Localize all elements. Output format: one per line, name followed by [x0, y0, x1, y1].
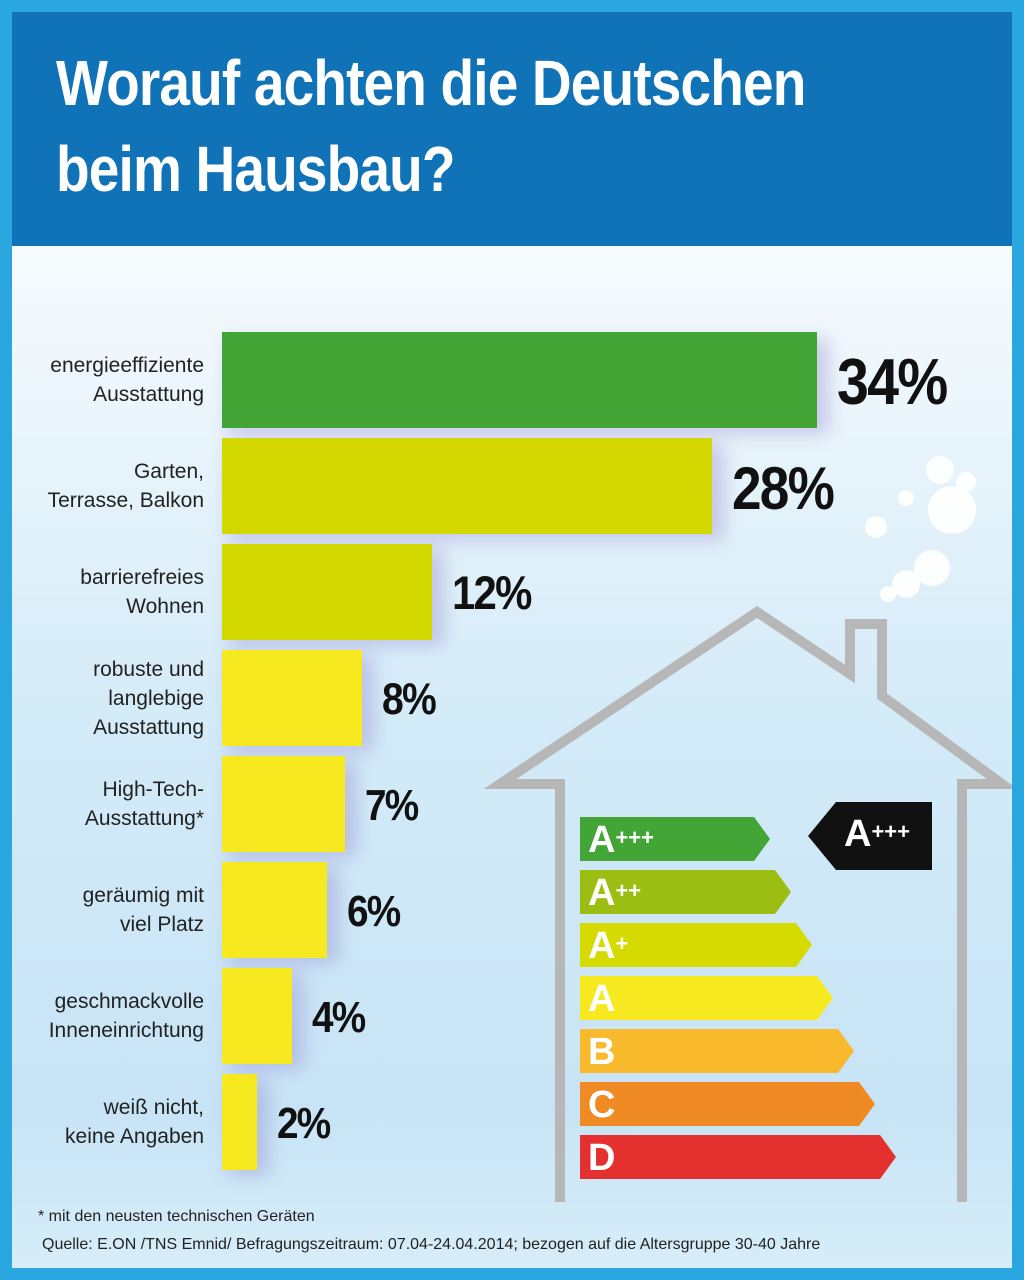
smoke-icon	[865, 456, 976, 602]
category-label-line: robuste und	[93, 657, 204, 681]
energy-class-shape	[580, 1082, 875, 1126]
energy-class-letter: C	[588, 1084, 616, 1126]
energy-class-label: A	[588, 979, 615, 1019]
energy-class-sup: +	[615, 931, 629, 956]
data-label: 7%	[365, 781, 419, 830]
energy-class-label: A+	[588, 926, 628, 966]
category-label: Garten, Terrasse, Balkon	[12, 457, 204, 515]
bar	[222, 756, 345, 852]
badge-class-label: A+++	[844, 814, 910, 854]
category-label: geschmackvolle Inneneinrichtung	[12, 987, 204, 1045]
energy-class-shape	[580, 976, 833, 1020]
bar	[222, 438, 712, 534]
energy-class-letter: B	[588, 1031, 616, 1073]
category-label-line: barrierefreies	[80, 566, 204, 589]
category-label-line: Terrasse, Balkon	[47, 489, 204, 512]
category-label-line: viel Platz	[119, 913, 204, 936]
category-label-line: Inneneinrichtung	[48, 1019, 204, 1042]
badge-letter: A	[844, 813, 872, 855]
energy-class-arrow	[580, 1082, 875, 1126]
data-label: 28%	[732, 453, 835, 522]
energy-class-arrow	[580, 923, 812, 967]
energy-class-letter: A	[588, 872, 616, 914]
category-label-line: geräumig mit	[82, 884, 204, 907]
energy-class-shape	[580, 1135, 896, 1179]
energy-class-shape	[580, 1029, 854, 1073]
house-illustration	[228, 338, 1012, 1202]
category-label-line: Ausstattung*	[84, 807, 204, 830]
category-label-line: weiß nicht,	[103, 1096, 204, 1119]
category-label-line: langlebige	[108, 686, 204, 710]
category-label: weiß nicht, keine Angaben	[12, 1093, 204, 1151]
bar	[222, 1074, 257, 1170]
data-label: 34%	[837, 345, 948, 419]
energy-class-sup: ++	[615, 878, 642, 903]
category-label-line: Garten,	[133, 460, 204, 483]
category-label-line: Wohnen	[126, 595, 204, 618]
data-label: 8%	[382, 674, 437, 724]
energy-class-arrow	[580, 817, 770, 861]
category-label-line: keine Angaben	[65, 1125, 204, 1148]
energy-badge	[808, 802, 932, 870]
source-note: Quelle: E.ON /TNS Emnid/ Befragungszeitr…	[42, 1236, 821, 1253]
energy-class-letter: A	[588, 978, 616, 1020]
bar	[222, 332, 817, 428]
bar	[222, 650, 362, 746]
energy-class-arrow	[580, 1029, 854, 1073]
bar	[222, 544, 432, 640]
energy-class-label: D	[588, 1138, 615, 1178]
energy-class-arrow	[580, 976, 833, 1020]
bar	[222, 968, 292, 1064]
header-banner: Worauf achten die Deutschen beim Hausbau…	[12, 12, 1012, 246]
energy-class-sup: +++	[615, 825, 654, 850]
badge-arrow-shape	[808, 802, 932, 870]
category-label: High-Tech- Ausstattung*	[12, 775, 204, 833]
energy-class-label: B	[588, 1032, 615, 1072]
energy-class-shape	[580, 817, 770, 861]
title-line-1: Worauf achten die Deutschen	[56, 47, 806, 119]
category-label-line: Ausstattung	[93, 715, 204, 739]
energy-class-letter: D	[588, 1137, 616, 1179]
data-label: 2%	[277, 1099, 331, 1148]
energy-class-label: A+++	[588, 820, 654, 860]
house-outline-icon	[483, 605, 1012, 1202]
energy-class-shape	[580, 923, 812, 967]
category-label: energieeffiziente Ausstattung	[12, 351, 204, 409]
data-label: 12%	[452, 567, 532, 621]
badge-sup: +++	[871, 819, 910, 844]
data-label: 4%	[312, 993, 366, 1042]
energy-class-shape	[580, 870, 791, 914]
energy-class-label: C	[588, 1085, 615, 1125]
energy-class-arrow	[580, 1135, 896, 1179]
category-label-line: energieeffiziente	[50, 354, 204, 377]
category-label: barrierefreies Wohnen	[12, 563, 204, 621]
data-label: 6%	[347, 887, 401, 936]
page-title: Worauf achten die Deutschen beim Hausbau…	[56, 40, 864, 212]
energy-class-label: A++	[588, 873, 641, 913]
footnote: * mit den neusten technischen Geräten	[38, 1208, 315, 1225]
infographic-frame: Worauf achten die Deutschen beim Hausbau…	[12, 12, 1012, 1268]
category-label-line: geschmackvolle	[54, 990, 204, 1013]
energy-class-letter: A	[588, 925, 616, 967]
title-line-2: beim Hausbau?	[56, 133, 455, 205]
energy-class-letter: A	[588, 819, 616, 861]
bar	[222, 862, 327, 958]
energy-class-arrow	[580, 870, 791, 914]
category-label: robuste und langlebige Ausstattung	[12, 655, 204, 742]
category-label-line: Ausstattung	[93, 383, 204, 406]
category-label-line: High-Tech-	[102, 778, 204, 801]
category-label: geräumig mit viel Platz	[12, 881, 204, 939]
